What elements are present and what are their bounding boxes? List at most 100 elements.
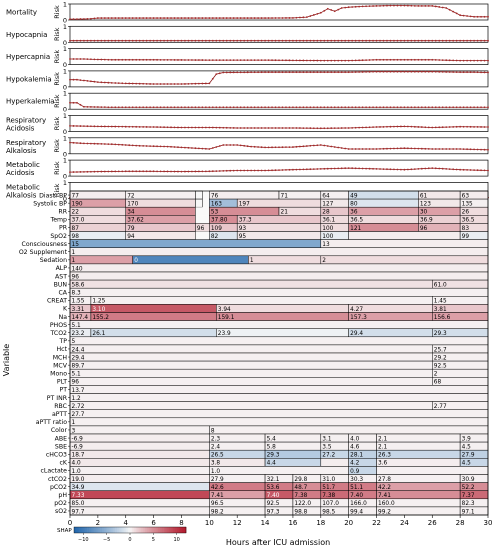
heatmap-row: 7.33 7.41 7.40 7.38 7.38 7.40 7.41 7.37 pH [58,490,489,499]
heatmap-cell-value: 29.8 [294,477,307,483]
risk-point [469,71,472,74]
risk-point [128,170,131,173]
risk-point [191,126,193,129]
risk-point [337,39,340,42]
colorbar-swatch [146,527,149,533]
y-axis-label: Variable [2,344,11,376]
risk-point [173,146,176,148]
x-tick-label: 14 [261,519,270,527]
heatmap-cell [69,247,489,257]
heatmap-row: 34.9 42.6 53.6 48.7 51.7 51.1 42.2 52.2 pCO2 [50,482,489,491]
risk-panel-frame [69,159,489,177]
risk-point [295,127,298,129]
risk-point [250,169,253,172]
risk-point [264,146,266,149]
risk-point [204,82,207,85]
risk-point [96,17,99,19]
risk-point [295,106,298,109]
risk-point [110,17,113,19]
risk-point [114,82,117,84]
risk-point [180,170,183,173]
colorbar-tick-label: 10 [173,537,179,543]
risk-point [142,17,145,19]
variable-label: Mono [50,370,67,377]
risk-point [243,71,246,74]
risk-point [83,105,85,108]
risk-point [281,169,284,171]
risk-point [330,9,333,11]
risk-point [222,170,225,172]
risk-point [389,70,392,73]
risk-point [83,142,85,145]
risk-point [480,15,482,18]
risk-point [69,78,71,81]
risk-point [90,170,92,173]
risk-point [305,39,308,42]
heatmap-cell-value: 93 [239,226,247,232]
risk-point [159,170,162,173]
heatmap-cell-value: 8 [211,428,215,434]
risk-point [149,145,152,148]
risk-point [476,126,479,128]
heatmap-cell-value: 4.6 [350,445,360,451]
risk-point [145,39,148,42]
risk-point [316,168,319,170]
colorbar-swatch [83,527,86,533]
risk-point [483,126,486,128]
heatmap-cell-value: 98.2 [211,509,224,515]
risk-point [194,59,197,61]
risk-point [194,106,197,109]
heatmap-row: 13.7 PT [59,385,489,394]
risk-point [232,169,235,172]
risk-point [340,71,343,74]
heatmap-row: 89.7 92.5 MCV [53,360,489,370]
risk-point [281,59,284,62]
risk-point [243,106,246,109]
risk-point [225,144,228,146]
risk-point [260,146,263,149]
heatmap-cell-value: 5 [72,339,76,345]
risk-point [103,39,106,42]
heatmap-cell-value: 24.4 [72,347,85,353]
risk-point [173,126,176,129]
risk-point [187,126,190,129]
heatmap-cell [125,190,196,200]
risk-point [76,101,78,104]
risk-point [131,170,134,173]
colorbar-swatch [169,527,172,533]
risk-point [274,59,277,62]
risk-point [184,83,186,85]
risk-point [375,126,378,128]
risk-point [163,58,165,61]
risk-point [218,72,221,75]
risk-point [135,125,138,128]
heatmap-cell-value: 4.5 [462,445,472,451]
risk-point [469,148,472,151]
risk-point [260,127,263,129]
risk-point [236,71,239,74]
heatmap-cell-value: 30.3 [350,477,363,483]
risk-point [386,168,388,171]
risk-point [79,39,82,42]
risk-point [124,106,127,109]
risk-point [448,39,451,42]
risk-point [191,82,193,85]
risk-point [330,59,333,62]
risk-point [184,39,186,42]
risk-point [215,59,218,62]
x-tick-label: 16 [288,519,297,527]
variable-label: Consciousness [22,241,67,248]
heatmap-cell [69,474,210,483]
heatmap-cell-value: 29.2 [434,355,447,361]
risk-point [400,125,402,128]
risk-point [483,148,486,151]
risk-point [299,168,301,171]
risk-point [476,71,479,74]
risk-point [103,125,106,128]
risk-point [351,106,354,109]
risk-point [208,17,211,19]
heatmap-cell [69,466,210,475]
risk-point [427,70,430,73]
heatmap-cell-value: 147.4 [72,315,89,321]
